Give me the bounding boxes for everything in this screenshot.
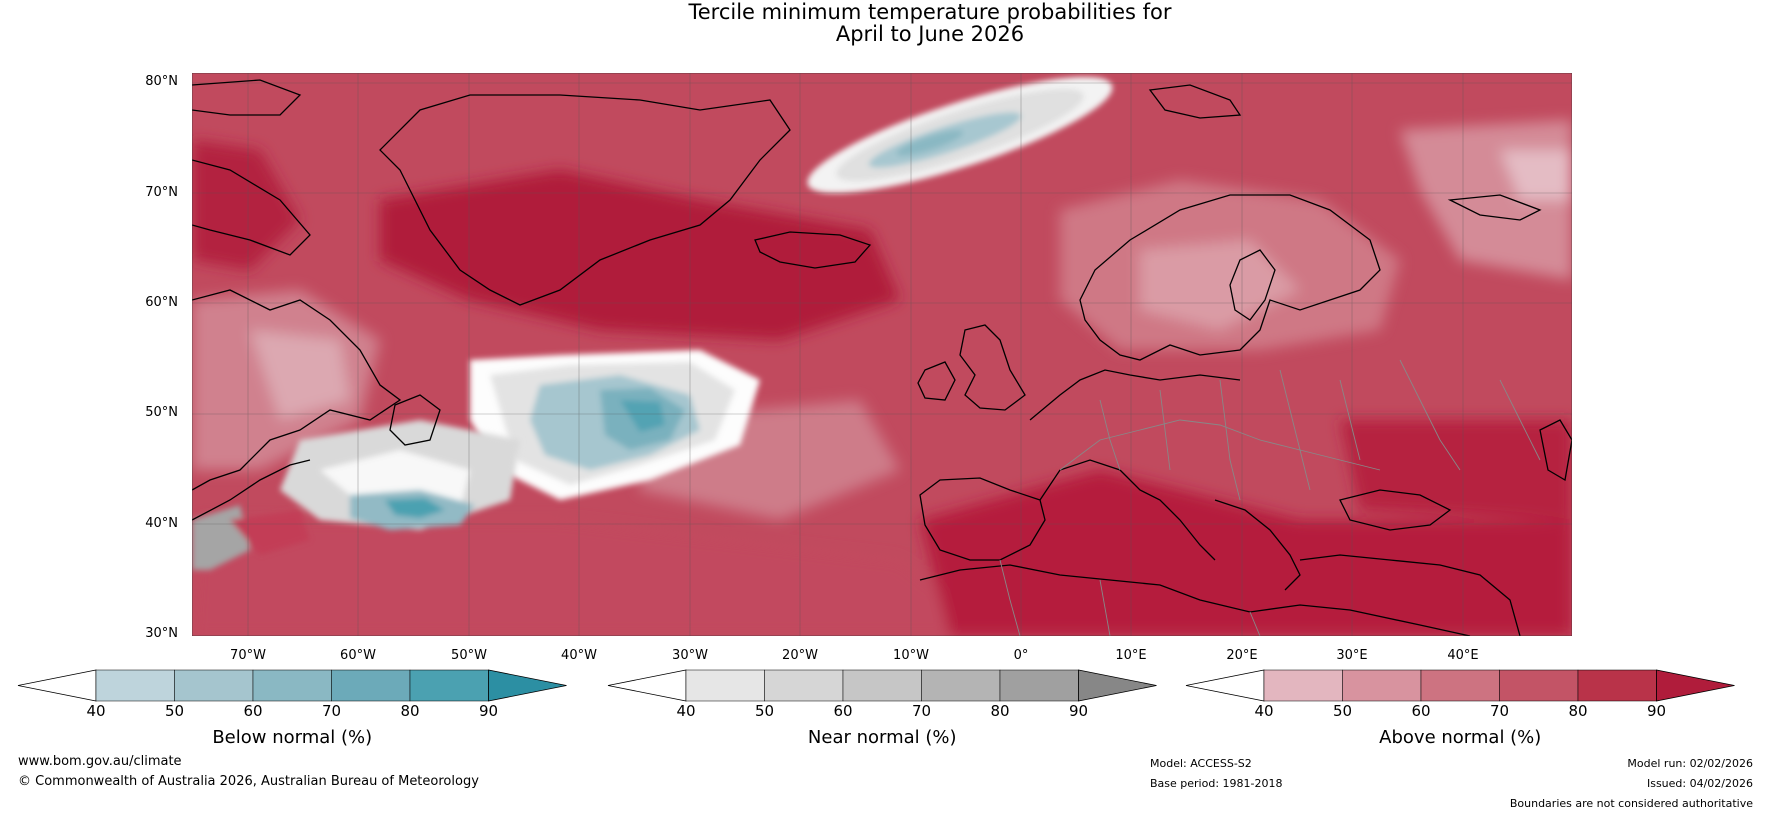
- colorbar-near-right-extend: [1078, 669, 1157, 702]
- footer-model-run: Model run: 02/02/2026: [1627, 757, 1753, 770]
- colorbar-above-segment-2: [1420, 669, 1500, 702]
- lon-label-10e: 10°E: [1115, 648, 1147, 663]
- lon-label-60w: 60°W: [340, 648, 376, 663]
- colorbar-near-segment-4: [999, 669, 1079, 702]
- colorbar-below-tick-50: 50: [164, 702, 185, 720]
- colorbar-below-tick-40: 40: [86, 702, 106, 720]
- figure-title-line2: April to June 2026: [835, 22, 1025, 46]
- lon-label-0: 0°: [1013, 648, 1029, 663]
- lon-label-30w: 30°W: [672, 648, 708, 663]
- colorbar-below-tick-90: 90: [478, 702, 499, 720]
- probability-map: [192, 73, 1572, 636]
- footer-url: www.bom.gov.au/climate: [18, 754, 182, 769]
- footer-issued: Issued: 04/02/2026: [1646, 777, 1753, 790]
- colorbar-below-right-extend: [488, 669, 567, 702]
- lat-label-60n: 60°N: [145, 295, 178, 310]
- colorbar-below-tick-70: 70: [321, 702, 342, 720]
- figure-title-line1: Tercile minimum temperature probabilitie…: [688, 0, 1172, 24]
- colorbar-above-segment-3: [1499, 669, 1579, 702]
- colorbar-above-right-extend: [1656, 669, 1735, 702]
- colorbar-below-segment-2: [252, 669, 332, 702]
- coastlines: [192, 79, 1572, 636]
- lon-label-20e: 20°E: [1226, 648, 1258, 663]
- footer-model: Model: ACCESS-S2: [1150, 757, 1252, 770]
- colorbar-below-segment-3: [331, 669, 411, 702]
- lon-label-10w: 10°W: [893, 648, 929, 663]
- lon-label-50w: 50°W: [451, 648, 487, 663]
- lon-label-70w: 70°W: [230, 648, 266, 663]
- colorbar-above-segment-4: [1577, 669, 1657, 702]
- lon-label-20w: 20°W: [782, 648, 818, 663]
- colorbar-above-title: Above normal (%): [1379, 727, 1542, 748]
- colorbar-near-title: Near normal (%): [807, 727, 957, 748]
- colorbar-near-left-extend: [607, 669, 687, 702]
- colorbar-above-segment-1: [1342, 669, 1422, 702]
- colorbar-below-tick-80: 80: [400, 702, 420, 720]
- colorbar-below-segment-0: [95, 669, 175, 702]
- footer-base-period: Base period: 1981-2018: [1150, 777, 1283, 790]
- lon-label-40w: 40°W: [561, 648, 597, 663]
- colorbar-near-segment-2: [842, 669, 922, 702]
- colorbar-above-tick-40: 40: [1254, 702, 1274, 720]
- colorbar-below-title: Below normal (%): [212, 727, 373, 748]
- colorbar-near-tick-50: 50: [754, 702, 775, 720]
- colorbars: [17, 669, 1735, 702]
- footer-copyright: © Commonwealth of Australia 2026, Austra…: [18, 774, 479, 789]
- colorbar-near-segment-0: [685, 669, 765, 702]
- colorbar-above-tick-90: 90: [1646, 702, 1667, 720]
- colorbar-near-tick-90: 90: [1068, 702, 1089, 720]
- colorbar-above-tick-70: 70: [1489, 702, 1510, 720]
- colorbar-above-tick-80: 80: [1568, 702, 1588, 720]
- colorbar-near-tick-80: 80: [990, 702, 1010, 720]
- colorbar-below-segment-1: [174, 669, 254, 702]
- colorbar-above-segment-0: [1263, 669, 1343, 702]
- colorbar-near-segment-1: [764, 669, 844, 702]
- lon-label-30e: 30°E: [1336, 648, 1368, 663]
- country-borders: [999, 359, 1541, 636]
- lat-label-50n: 50°N: [145, 405, 178, 420]
- lat-label-40n: 40°N: [145, 516, 178, 531]
- colorbar-above-left-extend: [1185, 669, 1265, 702]
- colorbar-near-segment-3: [921, 669, 1001, 702]
- colorbar-near-tick-60: 60: [833, 702, 853, 720]
- footer-disclaimer: Boundaries are not considered authoritat…: [1509, 797, 1753, 810]
- colorbar-near-tick-70: 70: [911, 702, 932, 720]
- lon-label-40e: 40°E: [1447, 648, 1479, 663]
- colorbar-above-tick-50: 50: [1332, 702, 1353, 720]
- colorbar-below-tick-60: 60: [243, 702, 263, 720]
- graticule: [192, 73, 1572, 636]
- colorbar-near-tick-40: 40: [676, 702, 696, 720]
- lat-label-80n: 80°N: [145, 74, 178, 89]
- lat-label-30n: 30°N: [145, 626, 178, 641]
- colorbar-below-left-extend: [17, 669, 97, 702]
- colorbar-below-segment-4: [409, 669, 489, 702]
- colorbar-above-tick-60: 60: [1411, 702, 1431, 720]
- lat-label-70n: 70°N: [145, 185, 178, 200]
